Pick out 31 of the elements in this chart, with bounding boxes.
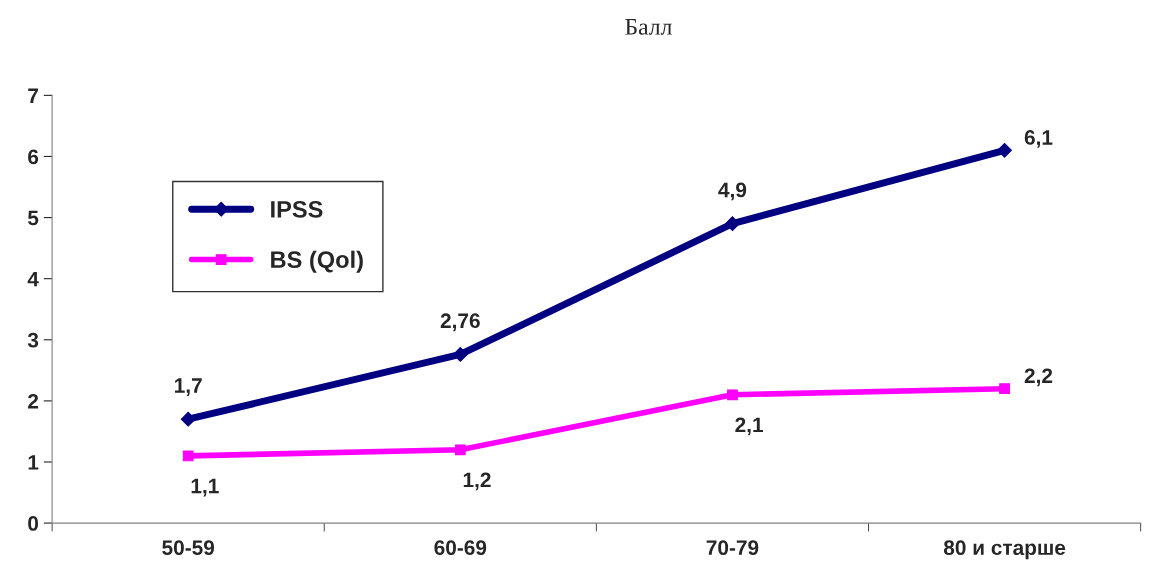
y-tick-label: 7 [28, 88, 38, 103]
y-tick-label: 1 [28, 455, 39, 470]
data-label: 1,1 [191, 478, 219, 497]
point [727, 389, 738, 401]
legend-label: BS (Qol) [271, 250, 363, 273]
point [452, 347, 468, 362]
data-label: 1,7 [175, 378, 202, 396]
point [997, 142, 1012, 158]
chart-title: Балл [625, 19, 672, 35]
legend-label: IPSS [271, 200, 323, 218]
data-label: 2,2 [1024, 368, 1053, 387]
y-tick-label: 2 [28, 393, 39, 409]
point [180, 411, 196, 427]
data-label: 2,76 [440, 313, 480, 332]
x-tick-label: 60-69 [434, 540, 487, 556]
y-tick-label: 5 [27, 210, 39, 226]
y-tick-label: 6 [28, 149, 39, 165]
point [454, 444, 466, 456]
y-tick-label: 0 [28, 516, 39, 531]
y-tick-label: 3 [27, 332, 39, 348]
point [182, 450, 194, 462]
data-label: 4,9 [718, 182, 747, 201]
x-tick-label: 50-59 [162, 540, 215, 556]
point [725, 216, 740, 232]
y-tick-label: 4 [27, 271, 39, 287]
data-label: 2,1 [735, 417, 763, 436]
data-label: 1,2 [463, 472, 491, 491]
point [999, 383, 1010, 395]
x-tick-label: 70-79 [706, 540, 759, 556]
x-tick-label: 80 и старше [943, 540, 1066, 560]
data-label: 6,1 [1024, 130, 1053, 148]
